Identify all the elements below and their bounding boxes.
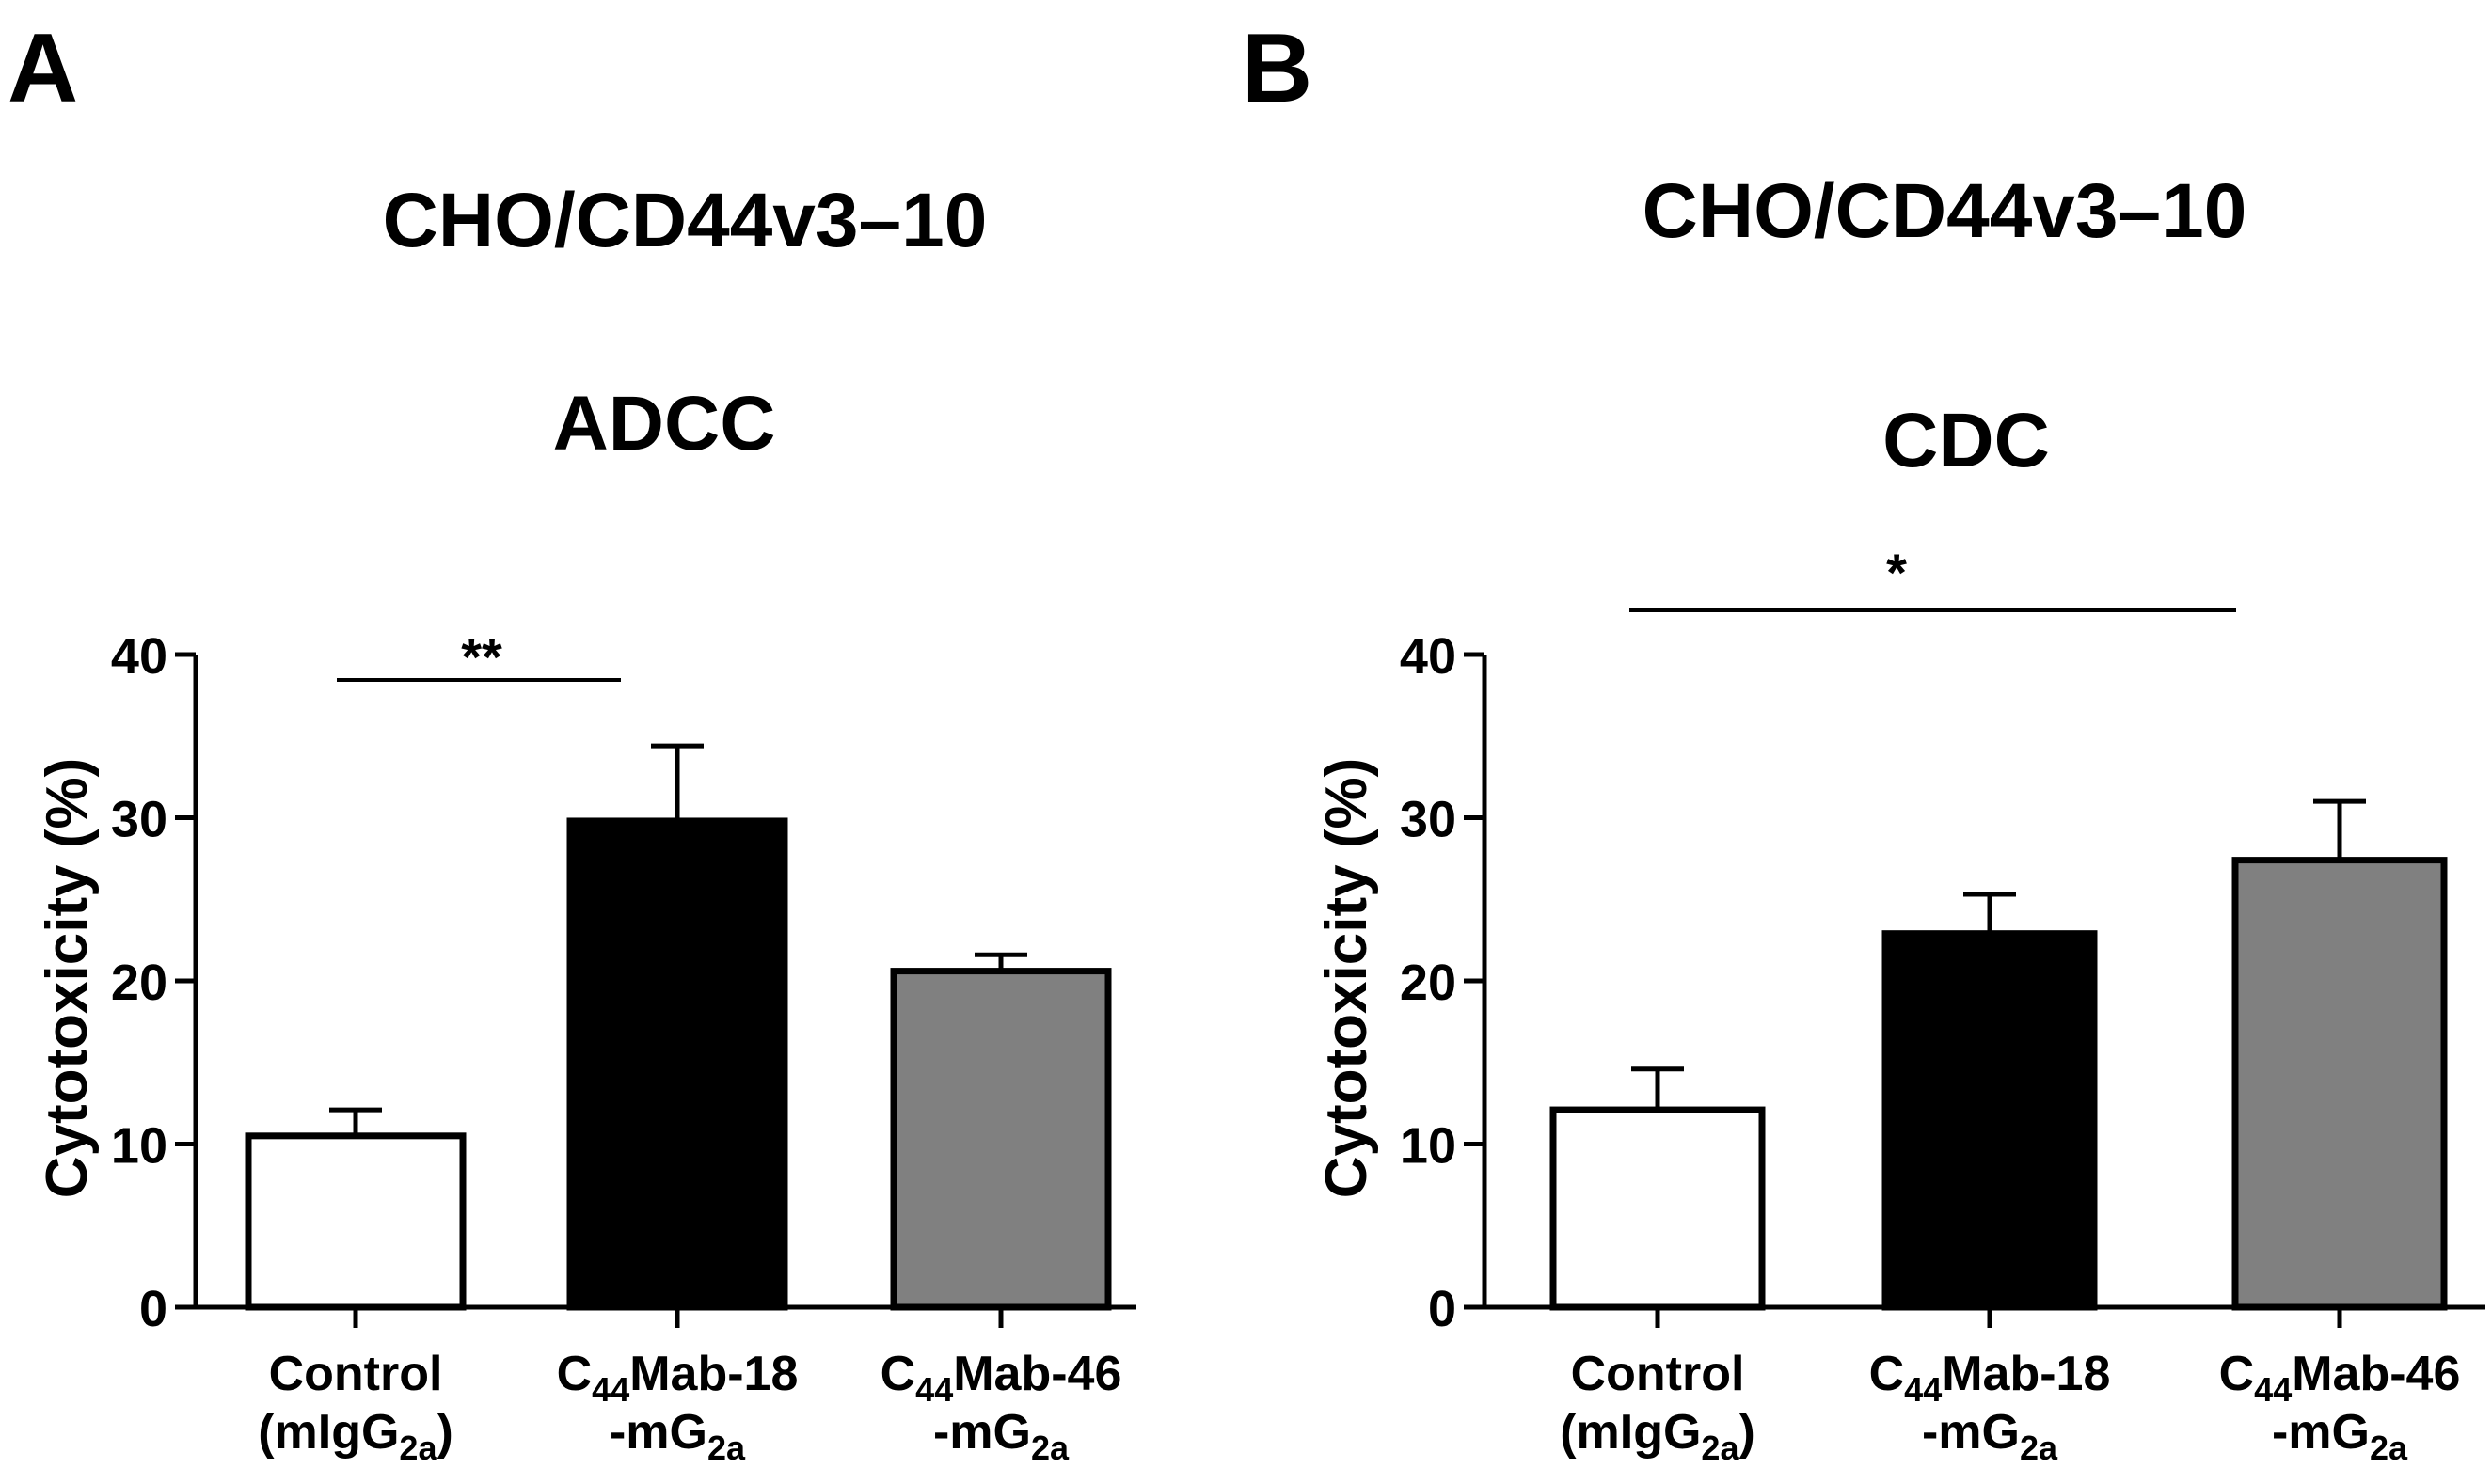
y-tick-label: 20 (1400, 955, 1456, 1011)
bar (2231, 857, 2448, 1311)
panel-b-letter: B (1242, 14, 1312, 123)
y-tick-label: 20 (111, 955, 167, 1011)
x-tick-label-line2: -mG2a (933, 1405, 1070, 1467)
x-tick-label-line1: Control (269, 1347, 443, 1401)
y-tick-label: 0 (139, 1281, 167, 1337)
panel-b-subtitle: CDC (1882, 398, 2050, 483)
x-tick-label-line1: C44Mab-18 (1869, 1347, 2111, 1409)
panel-a: A CHO/CD44v3–10 ADCC Cytotoxicity (%) ** (8, 14, 987, 1198)
bar (566, 817, 788, 1311)
x-tick-label-line1: C44Mab-18 (557, 1347, 799, 1409)
bar (245, 1132, 467, 1311)
bar (1549, 1106, 1766, 1311)
y-tick-label: 30 (111, 792, 167, 848)
panel-a-letter: A (8, 14, 78, 123)
y-tick-label: 0 (1428, 1281, 1456, 1337)
y-tick-label: 40 (1400, 628, 1456, 685)
panel-a-ylabel: Cytotoxicity (%) (35, 758, 100, 1198)
bar (890, 968, 1112, 1311)
y-tick-label: 40 (111, 628, 167, 685)
x-tick-label-line2: -mG2a (2272, 1405, 2408, 1467)
panel-a-significance: ** (461, 627, 502, 687)
bar (1881, 930, 2098, 1311)
y-tick-label: 30 (1400, 792, 1456, 848)
x-tick-label-line1: Control (1571, 1347, 1745, 1401)
panel-b-significance: * (1886, 543, 1907, 602)
plot-b: 010203040Control(mIgG2a)C44Mab-18-mG2aC4… (1400, 608, 2485, 1467)
y-tick-label: 10 (111, 1118, 167, 1175)
plot-a: 010203040Control(mIgG2a)C44Mab-18-mG2aC4… (111, 628, 1136, 1467)
x-tick-label-line2: -mG2a (1922, 1405, 2058, 1467)
panel-b-title: CHO/CD44v3–10 (1643, 168, 2247, 254)
panel-a-subtitle: ADCC (553, 381, 776, 466)
x-tick-label-line2: -mG2a (610, 1405, 746, 1467)
panel-b: B CHO/CD44v3–10 CDC Cytotoxicity (%) * (1242, 14, 2246, 1198)
panel-a-title: CHO/CD44v3–10 (383, 178, 988, 263)
x-tick-label-line2: (mIgG2a) (1560, 1405, 1755, 1467)
x-tick-label-line1: C44Mab-46 (2219, 1347, 2461, 1409)
x-tick-label-line2: (mIgG2a) (258, 1405, 453, 1467)
y-tick-label: 10 (1400, 1118, 1456, 1175)
panel-b-ylabel: Cytotoxicity (%) (1314, 758, 1379, 1198)
x-tick-label-line1: C44Mab-46 (881, 1347, 1122, 1409)
